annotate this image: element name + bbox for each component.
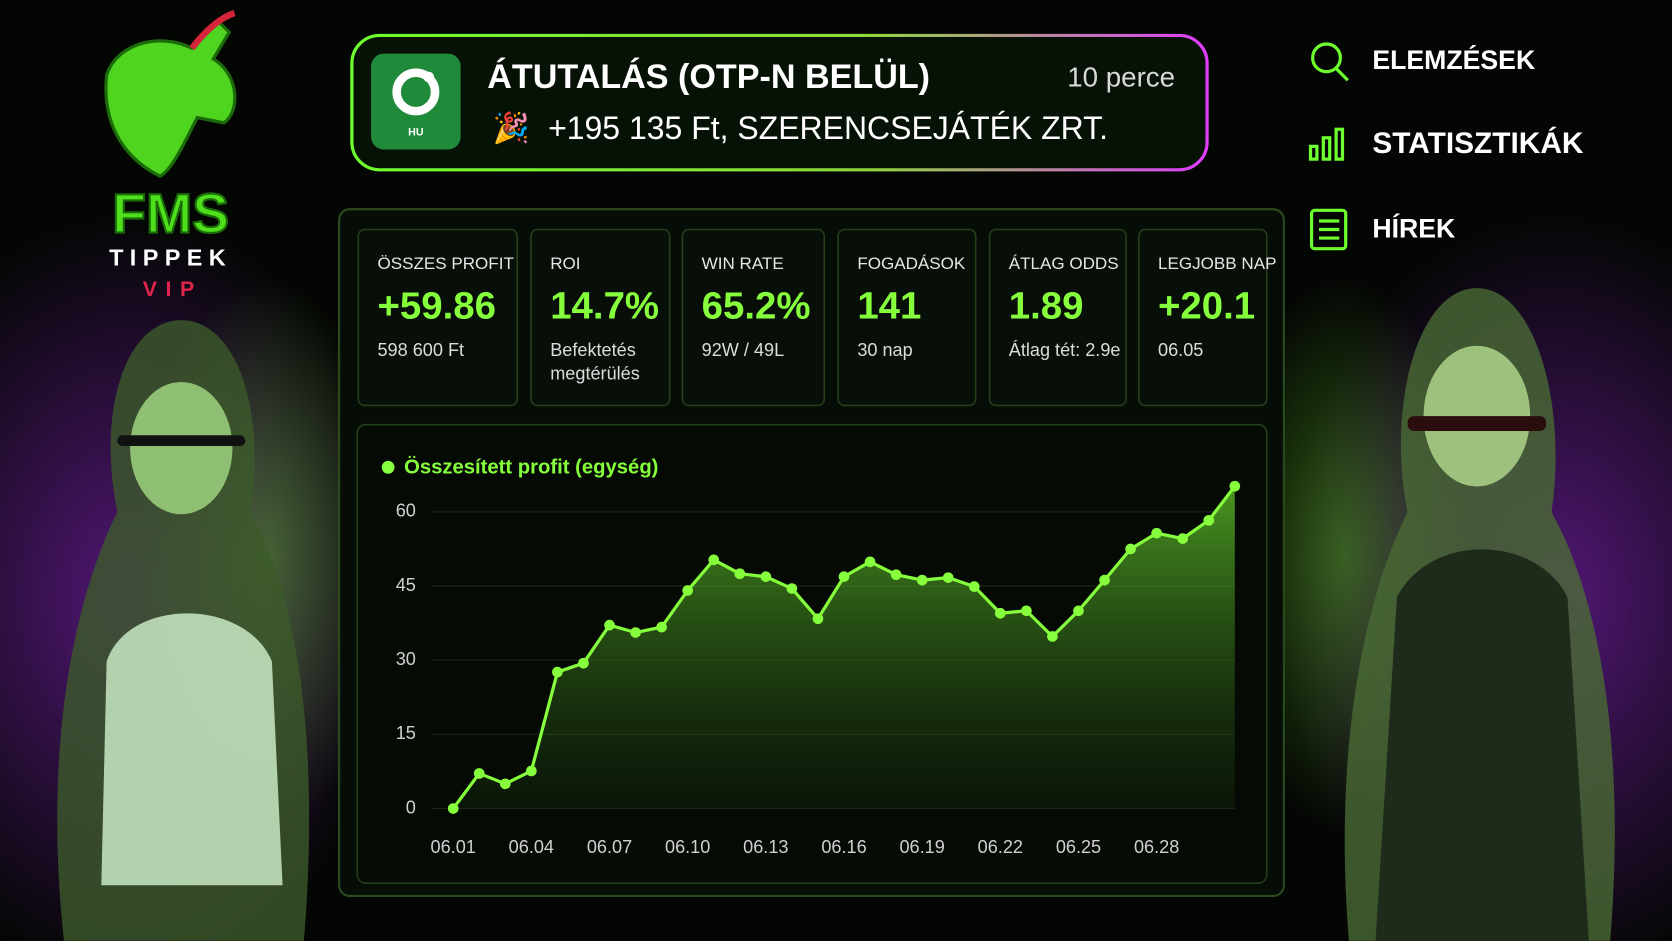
y-tick-label: 0 [406,797,416,817]
stat-sub: 30 nap [857,340,912,360]
point [734,568,746,580]
stat-card [357,228,518,407]
point [656,621,667,633]
stat-sub: 06.05 [1158,340,1203,360]
point [447,803,459,814]
stat-value: 65.2% [702,285,811,328]
stat-value: 1.89 [1009,285,1084,328]
brand-name: FMS [112,182,229,244]
legend-label: Összesített profit (egység) [404,456,658,479]
stat-sub: Átlag tét: 2.9e [1009,340,1121,360]
party-icon: 🎉 [493,110,530,146]
x-tick-label: 06.04 [509,837,554,857]
notification-body: +195 135 Ft, SZERENCSEJÁTÉK ZRT. [548,110,1108,146]
x-tick-label: 06.16 [821,837,866,857]
point [473,768,485,779]
x-tick-label: 06.25 [1056,837,1101,857]
nav-icons [1308,42,1349,251]
stat-value: 141 [857,285,921,328]
point [1073,605,1084,617]
stat-label: ÖSSZES PROFIT [377,254,514,273]
x-tick-label: 06.22 [978,837,1023,857]
point [864,556,876,568]
area [453,486,1235,809]
x-tick-label: 06.19 [899,837,944,857]
point [812,613,824,625]
bank-icon-dot [423,71,434,83]
y-tick-label: 30 [396,649,416,669]
x-tick-label: 06.10 [665,837,710,857]
y-tick-label: 15 [396,723,416,743]
point [1203,514,1215,526]
x-tick-label: 06.07 [587,837,632,857]
point [838,571,850,582]
stat-label: FOGADÁSOK [857,254,966,273]
point [786,583,798,594]
point [552,666,563,678]
nav-item[interactable]: HÍREK [1372,214,1455,244]
brand-sub: TIPPEK [109,245,232,271]
bank-badge: HU [408,126,424,138]
point [578,657,589,669]
point [760,571,772,582]
logo [104,9,237,178]
nav-item[interactable]: ELEMZÉSEK [1372,45,1535,75]
point [994,607,1006,619]
stat-value: +20.1 [1158,285,1255,328]
stat-sub: 598 600 Ft [377,340,464,360]
point [916,574,928,586]
bank-icon-ring [392,68,440,116]
point [1229,480,1241,492]
point [526,765,537,777]
person-left [57,320,310,941]
stat-card [530,228,671,407]
notification-time: 10 perce [1067,61,1175,92]
brand-tier: VIP [143,277,203,301]
point [968,581,980,592]
stat-card [681,228,826,407]
stat-card [1138,228,1268,407]
point [1099,574,1110,586]
stat-label: LEGJOBB NAP [1158,254,1276,273]
y-tick-label: 60 [396,501,416,521]
nav-item[interactable]: STATISZTIKÁK [1372,126,1584,160]
point [682,585,694,596]
notification-title: ÁTUTALÁS (OTP-N BELÜL) [487,58,930,96]
stat-card [988,228,1127,407]
x-tick-label: 06.01 [431,837,476,857]
point [890,569,902,581]
point [630,627,641,638]
stat-value: +59.86 [377,285,495,328]
stat-card [837,228,977,407]
point [1151,527,1162,539]
point [1177,533,1189,544]
x-tick-label: 06.28 [1134,837,1179,857]
point [708,554,720,566]
point [604,619,615,631]
stat-label: ROI [550,254,580,273]
stat-sub: 92W / 49L [702,340,785,360]
point [1125,543,1136,555]
y-tick-label: 45 [396,575,416,595]
stat-value: 14.7% [550,285,659,328]
x-tick-label: 06.13 [743,837,788,857]
person-right [1344,288,1615,941]
notification[interactable] [350,33,1209,172]
point [499,778,511,790]
stat-label: ÁTLAG ODDS [1009,254,1119,273]
stat-label: WIN RATE [702,254,784,273]
stat-sub: Befektetés megtérülés [550,340,640,383]
point [1047,631,1058,642]
point [1021,605,1032,617]
point [942,572,954,583]
bank-icon [371,53,461,150]
legend-marker [381,460,395,474]
